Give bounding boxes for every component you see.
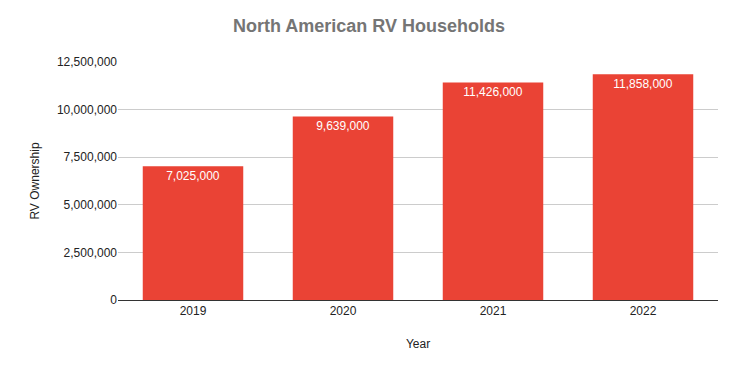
svg-text:2,500,000: 2,500,000 — [64, 246, 118, 260]
svg-text:7,500,000: 7,500,000 — [64, 150, 118, 164]
svg-text:7,025,000: 7,025,000 — [166, 169, 220, 183]
svg-text:North American RV Households: North American RV Households — [233, 16, 505, 36]
svg-text:RV Ownership: RV Ownership — [28, 142, 42, 219]
svg-text:0: 0 — [110, 293, 117, 307]
svg-text:5,000,000: 5,000,000 — [64, 198, 118, 212]
svg-text:2020: 2020 — [330, 304, 357, 318]
svg-text:2021: 2021 — [480, 304, 507, 318]
svg-text:Year: Year — [406, 337, 430, 351]
svg-text:12,500,000: 12,500,000 — [57, 55, 117, 69]
svg-text:2019: 2019 — [180, 304, 207, 318]
svg-text:11,426,000: 11,426,000 — [463, 85, 522, 99]
svg-text:2022: 2022 — [630, 304, 657, 318]
svg-text:9,639,000: 9,639,000 — [316, 119, 370, 133]
svg-text:10,000,000: 10,000,000 — [57, 103, 117, 117]
svg-text:11,858,000: 11,858,000 — [613, 77, 672, 91]
